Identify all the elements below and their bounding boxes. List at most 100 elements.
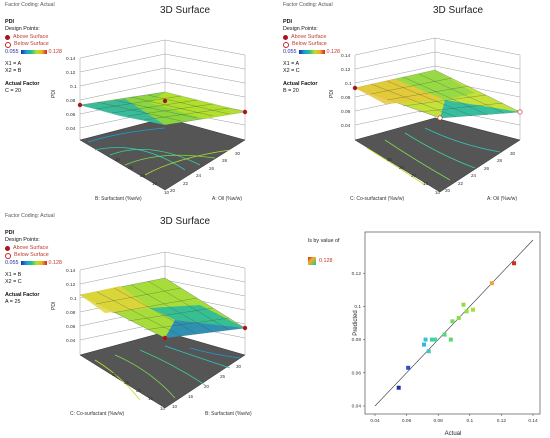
color-scale: 0.055 0.128 — [5, 49, 62, 56]
data-point — [450, 319, 455, 324]
below-surface-label: Below Surface — [14, 41, 49, 48]
design-points-label: Design Points: — [5, 237, 40, 244]
surface-legend: PDI Design Points: Above Surface Below S… — [5, 19, 62, 96]
right-axis-tick: 30 — [236, 364, 242, 369]
right-axis-label: B: Surfactant (%w/w) — [205, 411, 252, 417]
data-point — [448, 337, 453, 342]
left-axis-tick: 15 — [152, 181, 158, 186]
left-axis-tick: 20 — [411, 173, 417, 178]
y-tick-label: 0.08 — [352, 337, 362, 343]
data-point — [423, 337, 428, 342]
y-tick-label: 0.06 — [352, 370, 362, 376]
color-gradient-bar — [20, 261, 47, 266]
above-surface-marker-icon — [283, 35, 288, 41]
factor-coding-label: Factor Coding: Actual — [283, 2, 333, 8]
below-surface-marker-icon — [283, 41, 289, 48]
color-gradient-bar — [20, 50, 47, 55]
response-name: PDI — [5, 230, 14, 236]
right-axis-tick: 20 — [445, 188, 451, 193]
color-scale-min: 0.055 — [283, 48, 297, 55]
z-tick: 0.08 — [341, 95, 351, 101]
left-axis-label: C: Co-surfactant (%w/w) — [350, 196, 405, 202]
left-axis-tick: 25 — [124, 380, 130, 385]
actual-factor-heading: Actual Factor — [283, 80, 318, 87]
x2-factor: X2 = C — [5, 279, 22, 286]
data-point — [421, 342, 426, 347]
design-point — [437, 115, 443, 121]
left-axis-tick: 25 — [128, 165, 134, 170]
z-tick: 0.14 — [66, 56, 76, 62]
actual-factor-heading: Actual Factor — [5, 80, 40, 87]
right-axis-label: A: Oil (%w/w) — [212, 196, 242, 202]
z-tick: 0.1 — [345, 81, 352, 87]
plot-title: 3D Surface — [159, 5, 211, 16]
plot-title: 3D Surface — [432, 5, 484, 16]
below-surface-marker-icon — [5, 252, 11, 259]
z-tick: 0.06 — [66, 112, 76, 118]
x-tick-label: 0.14 — [528, 418, 538, 424]
data-point — [433, 337, 438, 342]
x1-factor: X1 = A — [5, 61, 22, 68]
z-tick: 0.14 — [66, 268, 76, 274]
z-tick: 0.12 — [341, 67, 351, 73]
x1-factor: X1 = A — [283, 61, 300, 68]
z-tick: 0.08 — [66, 310, 76, 316]
data-point — [456, 316, 461, 321]
right-axis-tick: 28 — [497, 158, 503, 163]
design-point — [242, 109, 248, 115]
actual-factor-value: A = 25 — [5, 299, 21, 306]
actual-factor-heading: Actual Factor — [5, 291, 40, 298]
z-tick: 0.08 — [66, 98, 76, 104]
right-axis-tick: 24 — [196, 173, 202, 178]
right-axis-tick: 28 — [222, 158, 228, 163]
color-scale-min: 0.055 — [5, 259, 19, 266]
left-axis-tick: 25 — [399, 165, 405, 170]
z-tick: 0.12 — [66, 70, 76, 76]
right-axis-tick: 30 — [235, 151, 241, 156]
right-axis-tick: 20 — [170, 188, 176, 193]
z-axis-label: PDI — [51, 90, 57, 98]
response-name: PDI — [283, 19, 292, 25]
z-tick: 0.06 — [66, 324, 76, 330]
color-gradient-bar — [298, 50, 325, 55]
y-tick-label: 0.04 — [352, 404, 362, 410]
data-point — [426, 349, 431, 354]
design-points-label: Design Points: — [283, 26, 318, 33]
actual-factor-value: B = 20 — [283, 88, 299, 95]
design-point — [242, 325, 248, 331]
right-axis-label: A: Oil (%w/w) — [487, 196, 517, 202]
predicted-vs-actual-chart: 0.04 0.06 0.08 0.1 0.12 0.14 0.04 0.06 0.08 0.1 0.… — [352, 231, 541, 437]
surface-plot-ab: 0.14 0.12 0.1 0.08 0.06 0.04 PDI 30 25 2… — [51, 39, 248, 202]
surface-panel-ab: Factor Coding: Actual 3D Surface PDI Des… — [0, 0, 275, 210]
x2-factor: X2 = B — [5, 68, 22, 75]
left-axis-label: C: Co-surfactant (%w/w) — [70, 411, 125, 417]
surface-panel-bc: Factor Coding: Actual 3D Surface PDI Des… — [0, 210, 275, 438]
z-tick: 0.04 — [66, 338, 76, 344]
data-point — [489, 281, 494, 286]
y-tick-label: 0.1 — [354, 304, 361, 310]
scatter-legend-value: 0.128 — [319, 258, 333, 264]
design-point — [352, 85, 358, 91]
y-tick-label: 0.12 — [352, 271, 362, 277]
factor-coding-label: Factor Coding: Actual — [5, 2, 55, 8]
surface-plot-ac: 0.14 0.12 0.1 0.08 0.06 0.04 PDI 30 25 2… — [329, 37, 523, 202]
surface-legend: PDI Design Points: Above Surface Below S… — [283, 19, 340, 96]
data-point — [406, 365, 411, 370]
right-axis-tick: 26 — [484, 166, 490, 171]
color-scale-max: 0.128 — [326, 48, 341, 55]
color-scale: 0.055 0.128 — [5, 260, 62, 267]
right-axis-tick: 22 — [183, 181, 189, 186]
scatter-legend-title: ls by value of — [308, 238, 340, 244]
scatter-legend: 0.128 — [308, 257, 333, 265]
predicted-vs-actual-panel: ls by value of 0.128 0.04 0.06 0.08 0.1 0.12… — [275, 210, 550, 438]
right-axis-tick: 26 — [209, 166, 215, 171]
left-axis-tick: 20 — [140, 173, 146, 178]
data-point — [464, 309, 469, 314]
x1-factor: X1 = B — [5, 272, 22, 279]
z-axis-label: PDI — [329, 90, 335, 98]
color-scale-max: 0.128 — [48, 259, 63, 266]
left-axis-tick: 10 — [160, 406, 166, 411]
x-tick-label: 0.12 — [497, 418, 507, 424]
z-tick: 0.04 — [66, 126, 76, 132]
factor-coding-label: Factor Coding: Actual — [5, 213, 55, 219]
